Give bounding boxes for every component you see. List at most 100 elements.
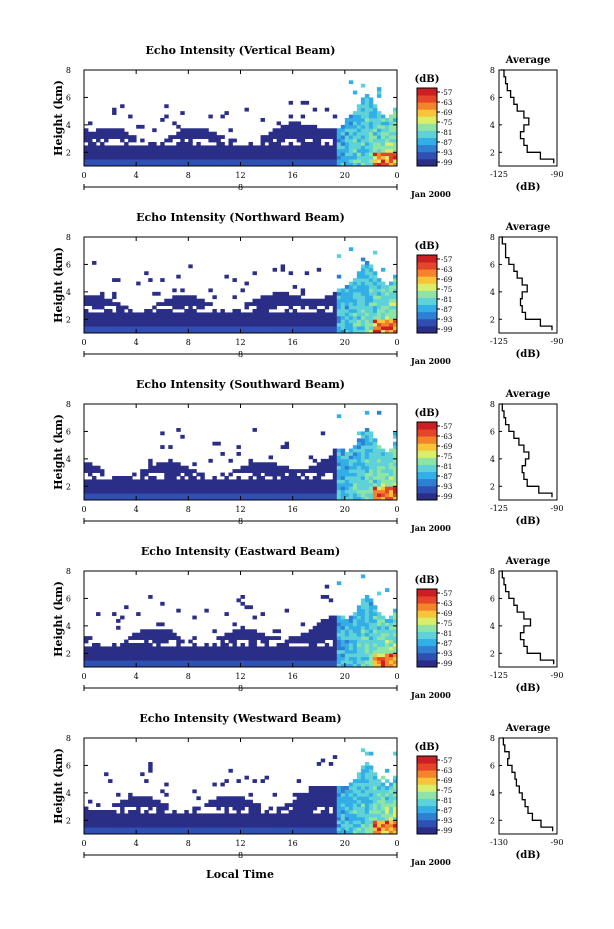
heatmap-cell xyxy=(376,295,382,300)
heatmap-cell xyxy=(112,152,117,157)
heatmap-cell xyxy=(172,302,177,306)
heatmap-cell xyxy=(276,649,282,654)
heatmap-cell xyxy=(108,827,113,831)
heatmap-cell xyxy=(228,479,233,484)
heatmap-cell xyxy=(224,152,229,157)
heatmap-cell xyxy=(276,816,282,821)
heatmap-cell xyxy=(304,482,310,487)
heatmap-cell xyxy=(340,302,346,306)
heatmap-cell xyxy=(288,803,294,807)
heatmap-cell xyxy=(376,469,382,473)
heatmap-cell xyxy=(348,152,354,157)
heatmap-cell xyxy=(312,138,318,143)
heatmap-cell xyxy=(268,305,273,310)
heatmap-cell xyxy=(372,789,378,794)
heatmap-cell xyxy=(388,124,394,129)
heatmap-cell xyxy=(112,803,117,807)
heatmap-cell xyxy=(184,319,189,324)
heatmap-cell xyxy=(268,823,273,828)
heatmap-cell xyxy=(388,660,394,664)
heatmap-cell xyxy=(176,489,181,494)
heatmap-cell xyxy=(236,452,241,456)
heatmap-cell xyxy=(160,830,165,835)
heatmap-cell xyxy=(364,762,370,766)
heatmap-cell xyxy=(148,469,153,473)
heatmap-cell xyxy=(164,298,169,303)
x-tick-label: 16 xyxy=(288,839,298,848)
heatmap-cell xyxy=(180,162,185,167)
heatmap-cell xyxy=(176,636,181,640)
heatmap-cell xyxy=(96,643,101,647)
heatmap-cell xyxy=(108,493,113,497)
heatmap-cell xyxy=(136,799,141,804)
heatmap-cell xyxy=(192,162,197,167)
heatmap-cell xyxy=(84,309,89,313)
colorbar-swatch xyxy=(417,631,437,640)
heatmap-cell xyxy=(380,482,386,487)
heatmap-cell xyxy=(240,601,245,606)
colorbar-swatch xyxy=(417,819,437,828)
y-tick-label: 2 xyxy=(66,482,71,491)
heatmap-cell xyxy=(388,121,394,126)
heatmap-cell xyxy=(356,152,362,157)
heatmap-cell xyxy=(156,660,161,664)
heatmap-cell xyxy=(308,486,314,491)
heatmap-cell xyxy=(116,646,121,651)
heatmap-cell xyxy=(284,816,290,821)
heatmap-cell xyxy=(384,619,390,623)
heatmap-cell xyxy=(140,312,145,317)
heatmap-cell xyxy=(332,479,338,484)
heatmap-cell xyxy=(368,285,374,289)
heatmap-cell xyxy=(112,820,117,825)
heatmap-cell xyxy=(136,496,141,501)
heatmap-cell xyxy=(164,660,169,664)
heatmap-cell xyxy=(140,772,145,777)
colorbar-swatch xyxy=(417,756,437,764)
heatmap-cell xyxy=(244,496,249,501)
heatmap-cell xyxy=(324,162,330,167)
heatmap-cell xyxy=(312,660,318,664)
heatmap-cell xyxy=(376,656,382,661)
heatmap-cell xyxy=(148,155,153,160)
day-label: 8 xyxy=(238,851,243,860)
heatmap-cell xyxy=(324,493,330,497)
heatmap-cell xyxy=(392,305,398,310)
heatmap-cell xyxy=(88,462,93,467)
heatmap-cell xyxy=(380,152,386,157)
heatmap-cell xyxy=(364,448,370,453)
heatmap-cell xyxy=(376,114,382,119)
panel-title: Echo Intensity (Southward Beam) xyxy=(136,378,345,391)
heatmap-cell xyxy=(320,431,326,436)
colorbar-frame xyxy=(416,588,438,668)
heatmap-cell xyxy=(96,329,101,334)
heatmap-cell xyxy=(104,128,109,133)
heatmap-cell xyxy=(296,138,302,143)
heatmap-cell xyxy=(160,145,165,150)
heatmap-cell xyxy=(164,162,169,167)
heatmap-cell xyxy=(368,455,374,460)
heatmap-cell xyxy=(320,823,326,828)
heatmap-cell xyxy=(128,823,133,828)
heatmap-cell xyxy=(88,653,93,658)
heatmap-cell xyxy=(96,162,101,167)
heatmap-cell xyxy=(276,152,282,157)
heatmap-cell xyxy=(124,159,129,163)
heatmap-cell xyxy=(344,479,350,484)
heatmap-cell xyxy=(340,827,346,831)
heatmap-cell xyxy=(156,632,161,637)
heatmap-cell xyxy=(216,816,221,821)
heatmap-cell xyxy=(388,309,394,313)
colorbar-swatch xyxy=(417,276,437,284)
heatmap-cell xyxy=(244,636,249,640)
heatmap-cell xyxy=(348,820,354,825)
heatmap-cell xyxy=(364,458,370,463)
heatmap-cell xyxy=(332,496,338,501)
heatmap-cell xyxy=(372,142,378,146)
heatmap-cell xyxy=(188,295,193,300)
heatmap-cell xyxy=(344,138,350,143)
heatmap-cell xyxy=(372,772,378,777)
heatmap-cell xyxy=(108,649,113,654)
heatmap-cell xyxy=(108,646,113,651)
heatmap-cell xyxy=(368,830,374,835)
heatmap-cell xyxy=(120,803,125,807)
